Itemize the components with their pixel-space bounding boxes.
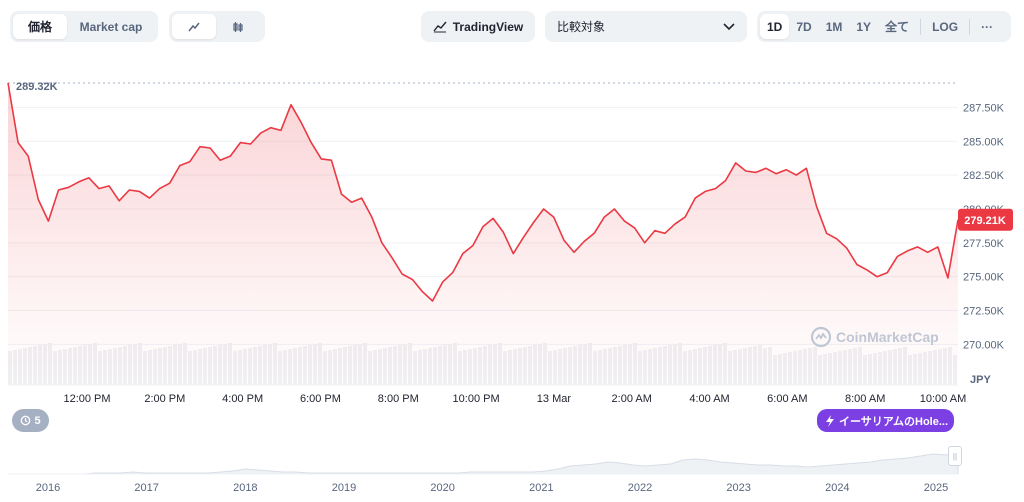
navigator-area: [8, 451, 959, 475]
navigator-chart[interactable]: 2016 2017 2018 2019 2020 2021 2022 2023 2024 2025: [0, 432, 1024, 502]
y-tick-label: 282.50K: [963, 170, 1005, 182]
x-tick-label: 12:00 PM: [63, 393, 110, 405]
year-tick-label: 2016: [36, 482, 60, 494]
current-price-badge: [958, 208, 1013, 231]
y-tick-label: 270.00K: [963, 339, 1005, 351]
x-tick-label: 8:00 PM: [378, 393, 419, 405]
navigator-handle[interactable]: ||: [948, 446, 962, 466]
chart-toolbar: 価格 Market cap TradingView 比較対象 1D 7D 1M …: [0, 0, 1024, 54]
tab-market-cap[interactable]: Market cap: [79, 19, 143, 34]
year-tick-label: 2025: [924, 482, 948, 494]
candlestick-button[interactable]: [216, 14, 260, 39]
log-scale-button[interactable]: LOG: [932, 19, 959, 34]
currency-label: JPY: [970, 374, 991, 386]
event-label: イーサリアムのHole...: [839, 415, 949, 428]
line-chart-icon: [188, 22, 200, 31]
watermark: CoinMarketCap: [810, 326, 939, 348]
event-count: 5: [34, 414, 41, 427]
x-tick-label: 2:00 AM: [612, 393, 652, 405]
price-chart[interactable]: 287.50K285.00K282.50K280.00K277.50K275.0…: [0, 55, 1024, 405]
view-toggle: 価格 Market cap: [10, 11, 158, 42]
tradingview-label: TradingView: [452, 19, 524, 34]
y-tick-label: 277.50K: [963, 238, 1005, 250]
high-price-label: 289.32K: [16, 81, 58, 93]
more-options-button[interactable]: ···: [981, 19, 994, 34]
watermark-text: CoinMarketCap: [836, 329, 939, 345]
range-toggle: 1D 7D 1M 1Y 全て LOG ···: [757, 11, 1011, 42]
tab-price[interactable]: 価格: [13, 14, 67, 39]
x-tick-label: 8:00 AM: [845, 393, 885, 405]
chevron-down-icon: [723, 22, 735, 30]
price-line: [7, 82, 959, 302]
x-tick-label: 6:00 PM: [300, 393, 341, 405]
year-tick-label: 2023: [726, 482, 750, 494]
x-tick-label: 10:00 PM: [453, 393, 500, 405]
x-tick-label: 10:00 AM: [920, 393, 966, 405]
year-tick-label: 2020: [430, 482, 454, 494]
year-tick-label: 2021: [529, 482, 553, 494]
year-tick-label: 2019: [332, 482, 356, 494]
candlestick-icon: [233, 21, 243, 32]
price-area: [8, 83, 958, 385]
x-tick-label: 13 Mar: [537, 393, 572, 405]
x-tick-label: 4:00 AM: [689, 393, 729, 405]
compare-dropdown[interactable]: 比較対象: [545, 11, 747, 42]
y-tick-label: 272.50K: [963, 306, 1005, 318]
year-tick-label: 2017: [134, 482, 158, 494]
tradingview-chart-icon: [433, 21, 447, 32]
compare-label: 比較対象: [557, 20, 606, 34]
divider: [920, 18, 922, 35]
range-1y-button[interactable]: 1Y: [856, 19, 872, 34]
line-chart-button[interactable]: [172, 14, 216, 39]
lightning-icon: [826, 414, 834, 427]
year-tick-label: 2018: [233, 482, 257, 494]
x-tick-label: 4:00 PM: [222, 393, 263, 405]
tradingview-button[interactable]: TradingView: [421, 11, 535, 42]
x-tick-label: 6:00 AM: [767, 393, 807, 405]
y-tick-label: 285.00K: [963, 136, 1005, 148]
range-7d-button[interactable]: 7D: [796, 19, 812, 34]
divider: [969, 18, 971, 35]
range-all-button[interactable]: 全て: [885, 20, 910, 34]
coinmarketcap-logo-icon: [810, 326, 832, 348]
x-tick-label: 2:00 PM: [144, 393, 185, 405]
y-tick-label: 275.00K: [963, 272, 1005, 284]
y-tick-label: 287.50K: [963, 102, 1005, 114]
history-icon: [21, 415, 31, 426]
event-badge[interactable]: イーサリアムのHole...: [817, 409, 954, 432]
event-count-badge[interactable]: 5: [12, 409, 49, 432]
year-tick-label: 2022: [628, 482, 652, 494]
chart-type-toggle: [169, 11, 265, 42]
year-tick-label: 2024: [825, 482, 849, 494]
current-price-label: 279.21K: [964, 215, 1006, 227]
range-1d-button[interactable]: 1D: [760, 14, 790, 39]
range-1m-button[interactable]: 1M: [825, 19, 843, 34]
